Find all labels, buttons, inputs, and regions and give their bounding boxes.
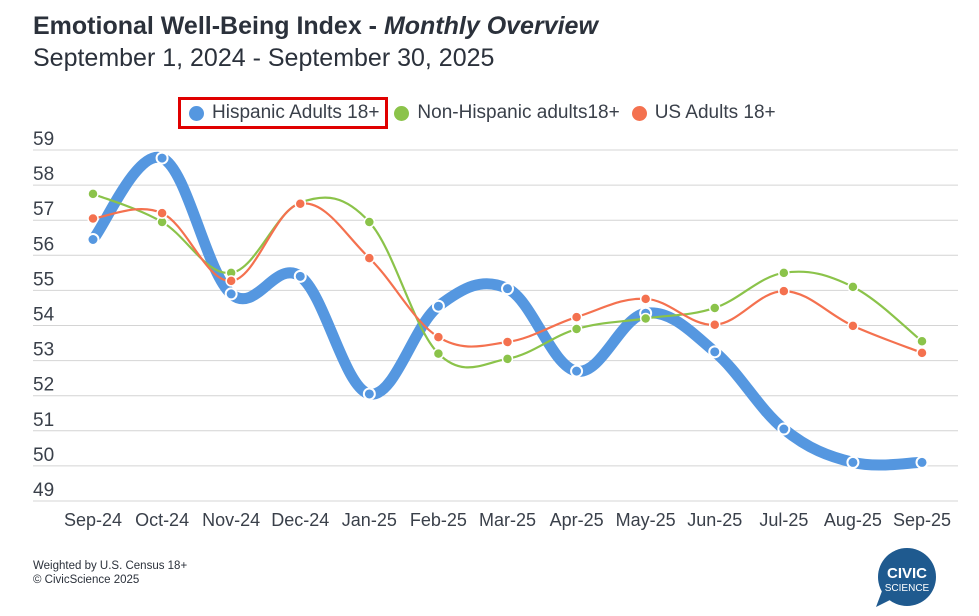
y-tick-label: 53 — [33, 340, 54, 361]
data-point-non-hispanic[interactable] — [639, 312, 652, 325]
chart-title: Emotional Well-Being Index - Monthly Ove… — [33, 12, 598, 41]
data-point-non-hispanic[interactable] — [363, 216, 376, 228]
x-tick-label: Sep-25 — [893, 510, 951, 530]
x-tick-label: Mar-25 — [479, 510, 536, 530]
data-point-hispanic[interactable] — [362, 387, 376, 401]
data-point-us-adults[interactable] — [432, 331, 445, 343]
data-point-hispanic[interactable] — [501, 282, 514, 296]
data-point-us-adults[interactable] — [639, 293, 652, 305]
legend-label-us-adults: US Adults 18+ — [654, 102, 776, 123]
y-tick-label: 55 — [33, 269, 54, 290]
data-point-non-hispanic[interactable] — [916, 335, 928, 348]
x-tick-label: Feb-25 — [410, 510, 467, 530]
data-point-us-adults[interactable] — [87, 212, 99, 225]
legend-item-hispanic[interactable]: Hispanic Adults 18+ — [178, 97, 389, 129]
data-point-hispanic[interactable] — [570, 364, 584, 378]
data-point-hispanic[interactable] — [915, 455, 929, 469]
data-point-hispanic[interactable] — [293, 269, 307, 283]
series-line-hispanic — [87, 151, 928, 471]
y-tick-label: 52 — [33, 375, 54, 396]
x-tick-label: Nov-24 — [202, 510, 260, 530]
data-point-non-hispanic[interactable] — [847, 281, 859, 293]
data-point-non-hispanic[interactable] — [709, 302, 721, 314]
y-axis-ticks: 59 58 57 56 55 54 53 52 51 50 49 — [33, 129, 55, 501]
x-tick-label: Jan-25 — [342, 510, 397, 530]
logo-bubble — [878, 548, 936, 606]
legend-dot-us-adults — [631, 105, 647, 121]
data-point-us-adults[interactable] — [294, 197, 306, 210]
data-point-hispanic[interactable] — [777, 422, 791, 436]
data-point-non-hispanic[interactable] — [501, 353, 514, 365]
y-tick-label: 49 — [33, 480, 54, 501]
data-point-us-adults[interactable] — [847, 320, 859, 332]
x-tick-label: May-25 — [616, 510, 676, 530]
legend-dot-non-hispanic — [394, 105, 410, 121]
y-tick-label: 59 — [33, 129, 54, 150]
x-axis-ticks: Sep-24 Oct-24 Nov-24 Dec-24 Jan-25 Feb-25 Mar-… — [64, 510, 951, 530]
data-point-us-adults[interactable] — [570, 311, 583, 323]
series-lines — [87, 151, 928, 471]
chart-footer: Weighted by U.S. Census 18+ © CivicScien… — [33, 559, 187, 587]
x-tick-label: Oct-24 — [135, 510, 189, 530]
data-point-us-adults[interactable] — [916, 347, 928, 359]
legend-item-non-hispanic[interactable]: Non-Hispanic adults18+ — [388, 99, 625, 127]
data-point-us-adults[interactable] — [778, 285, 790, 297]
legend-label-non-hispanic: Non-Hispanic adults18+ — [417, 102, 620, 123]
chart-title-main: Emotional Well-Being Index - — [33, 12, 384, 40]
data-point-hispanic[interactable] — [708, 345, 722, 359]
logo-text-science: SCIENCE — [885, 583, 930, 594]
x-tick-label: Dec-24 — [271, 510, 329, 530]
data-point-us-adults[interactable] — [709, 319, 721, 331]
data-point-non-hispanic[interactable] — [87, 188, 99, 200]
y-tick-label: 57 — [33, 199, 54, 220]
civicscience-logo: CIVIC SCIENCE — [876, 548, 936, 607]
data-point-us-adults[interactable] — [363, 252, 376, 264]
footer-copyright: © CivicScience 2025 — [33, 574, 140, 586]
chart-subtitle: September 1, 2024 - September 30, 2025 — [33, 44, 495, 72]
y-tick-label: 51 — [33, 410, 54, 431]
series-points — [86, 151, 929, 469]
x-tick-label: Jun-25 — [687, 510, 742, 530]
y-tick-label: 56 — [33, 234, 54, 255]
y-tick-label: 50 — [33, 445, 54, 466]
chart-legend: Hispanic Adults 18+ Non-Hispanic adults1… — [178, 97, 782, 129]
y-tick-label: 54 — [33, 305, 55, 326]
data-point-non-hispanic[interactable] — [432, 347, 445, 360]
data-point-hispanic[interactable] — [431, 299, 445, 313]
y-tick-label: 58 — [33, 164, 54, 185]
legend-item-us-adults[interactable]: US Adults 18+ — [626, 99, 782, 127]
x-tick-label: Aug-25 — [824, 510, 882, 530]
data-point-us-adults[interactable] — [501, 336, 514, 348]
chart-title-italic: Monthly Overview — [383, 12, 598, 40]
legend-dot-hispanic — [189, 105, 204, 121]
data-point-hispanic[interactable] — [224, 287, 238, 301]
x-tick-label: Jul-25 — [759, 510, 808, 530]
data-point-us-adults[interactable] — [225, 275, 237, 287]
data-point-non-hispanic[interactable] — [570, 323, 583, 335]
x-tick-label: Sep-24 — [64, 510, 122, 530]
data-point-hispanic[interactable] — [155, 151, 169, 165]
logo-bubble-tail — [876, 591, 892, 607]
logo-text-civic: CIVIC — [887, 565, 927, 582]
legend-label-hispanic: Hispanic Adults 18+ — [212, 102, 380, 123]
data-point-hispanic[interactable] — [86, 233, 100, 247]
data-point-non-hispanic[interactable] — [778, 267, 790, 279]
data-point-hispanic[interactable] — [846, 455, 860, 469]
data-point-us-adults[interactable] — [156, 207, 168, 219]
x-tick-label: Apr-25 — [550, 510, 604, 530]
footer-note: Weighted by U.S. Census 18+ — [33, 560, 188, 572]
